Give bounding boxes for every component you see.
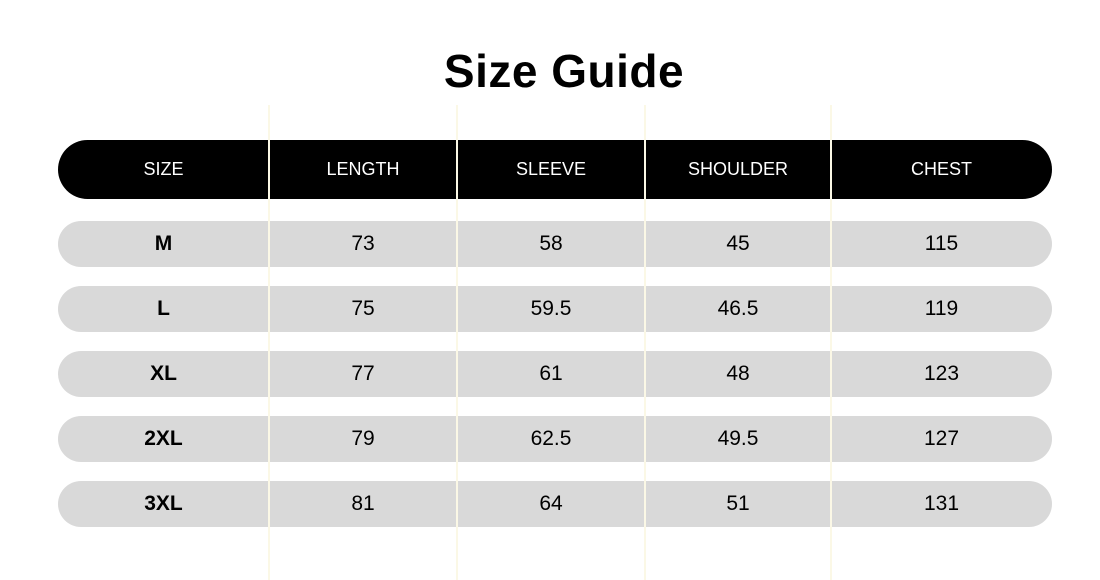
table-row: M 73 58 45 115 (58, 221, 1052, 267)
header-size: SIZE (143, 159, 184, 179)
header-chest: CHEST (910, 159, 972, 179)
cell-shoulder: 51 (726, 492, 750, 515)
cell-sleeve: 61 (539, 362, 563, 385)
cell-shoulder: 49.5 (717, 427, 759, 450)
cell-chest: 115 (924, 232, 959, 255)
column-divider (644, 105, 646, 580)
cell-size: XL (150, 362, 177, 385)
cell-chest: 123 (923, 362, 960, 385)
header-sleeve: SLEEVE (515, 159, 587, 179)
cell-length: 77 (351, 362, 375, 385)
column-divider (830, 105, 832, 580)
column-divider (268, 105, 270, 580)
cell-shoulder: 45 (726, 232, 750, 255)
cell-sleeve: 62.5 (530, 427, 572, 450)
cell-length: 81 (351, 492, 375, 515)
page-title: Size Guide (443, 45, 685, 97)
table-row: 3XL 81 64 51 131 (58, 481, 1052, 527)
cell-chest: 131 (923, 492, 960, 515)
header-length: LENGTH (326, 159, 400, 179)
cell-sleeve: 58 (539, 232, 563, 255)
table-row: L 75 59.5 46.5 119 (58, 286, 1052, 332)
cell-size: 2XL (144, 427, 183, 450)
cell-shoulder: 46.5 (717, 297, 759, 320)
cell-sleeve: 64 (539, 492, 563, 515)
table-row: 2XL 79 62.5 49.5 127 (58, 416, 1052, 462)
cell-length: 73 (351, 232, 375, 255)
table-row: XL 77 61 48 123 (58, 351, 1052, 397)
header-shoulder: SHOULDER (687, 159, 789, 179)
cell-length: 79 (351, 427, 375, 450)
column-divider (456, 105, 458, 580)
cell-size: 3XL (144, 492, 183, 515)
cell-sleeve: 59.5 (530, 297, 572, 320)
cell-size: M (154, 232, 173, 255)
cell-length: 75 (351, 297, 375, 320)
cell-size: L (157, 297, 170, 320)
cell-chest: 119 (924, 297, 959, 320)
table-header: SIZE LENGTH SLEEVE SHOULDER CHEST (58, 140, 1052, 199)
cell-shoulder: 48 (726, 362, 750, 385)
cell-chest: 127 (923, 427, 960, 450)
